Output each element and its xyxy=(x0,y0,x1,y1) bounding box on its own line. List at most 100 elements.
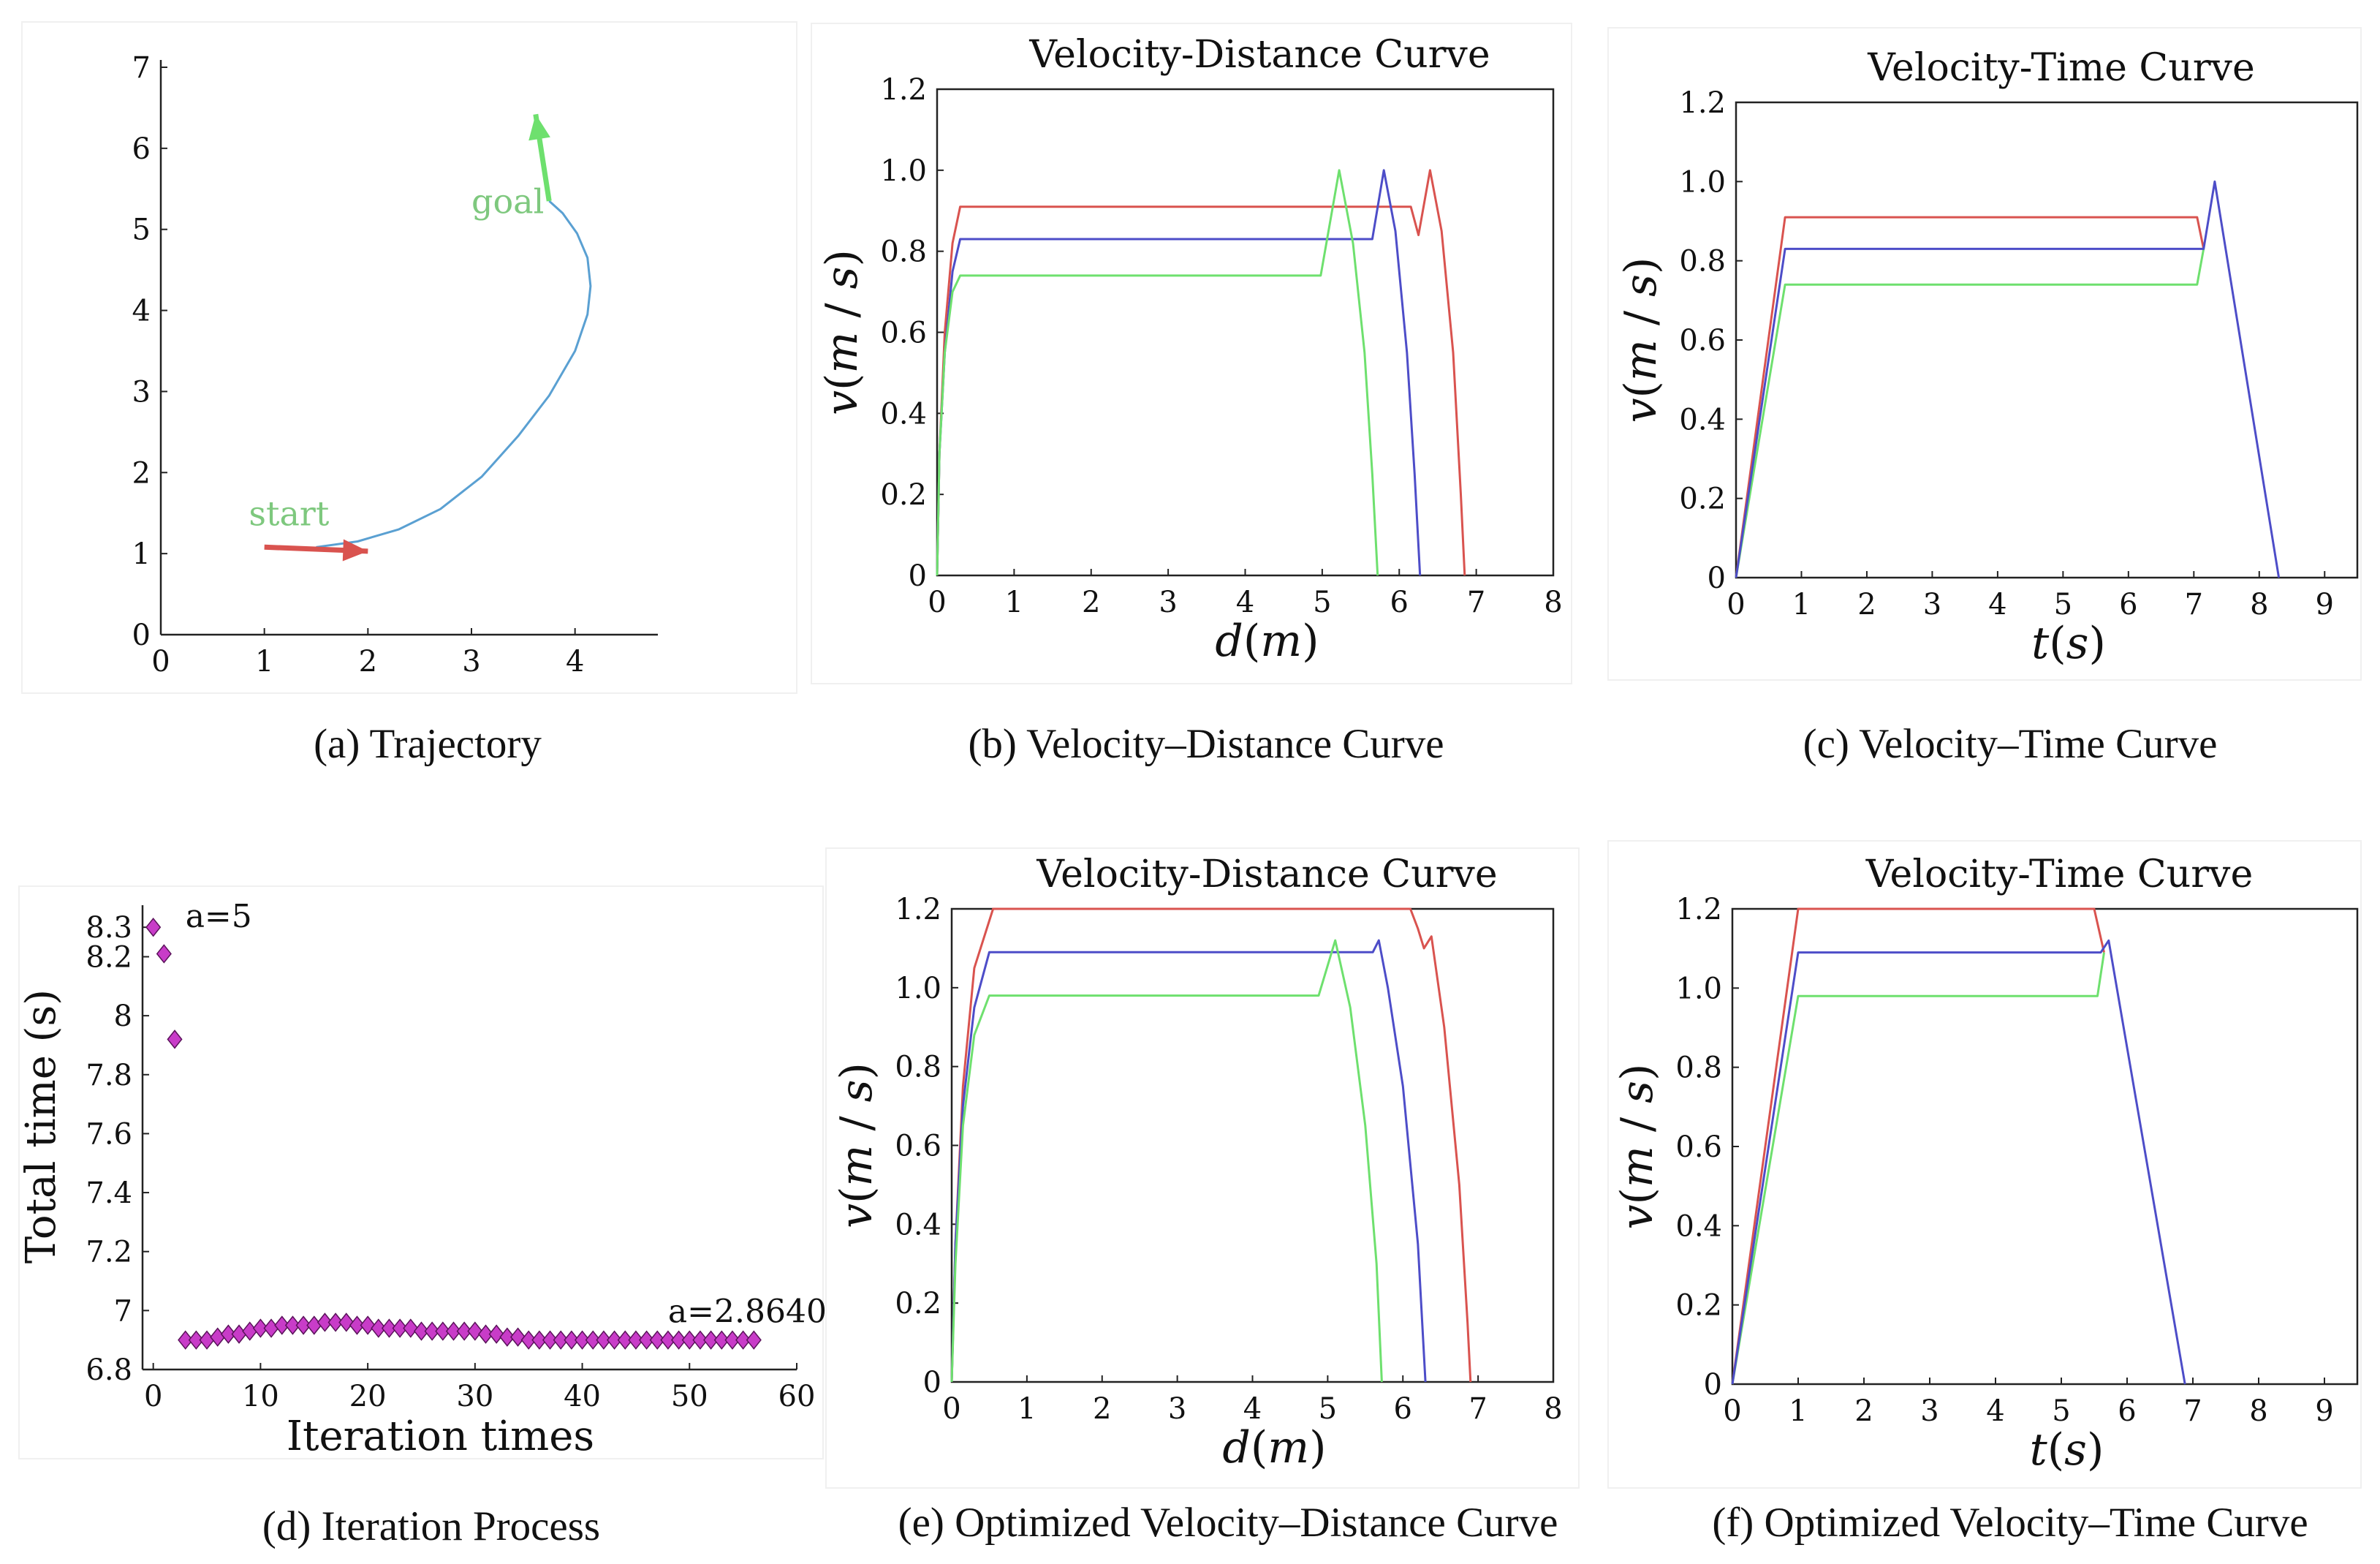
x-tick-label-c: 2 xyxy=(1857,588,1876,622)
x-tick-label-e: 4 xyxy=(1243,1392,1262,1426)
caption-e: (e) Optimized Velocity–Distance Curve xyxy=(898,1500,1558,1546)
x-tick-label-f: 8 xyxy=(2249,1394,2267,1428)
caption-f: (f) Optimized Velocity–Time Curve xyxy=(1712,1500,2308,1546)
chart-title-c: Velocity-Time Curve xyxy=(1867,46,2254,90)
y-axis-label-b-text: v(m / s) xyxy=(816,249,868,415)
y-tick-label-a: 6 xyxy=(132,132,151,166)
y-tick-label-b: 1.0 xyxy=(880,154,927,188)
data-point-d xyxy=(178,1330,194,1350)
data-point-d xyxy=(617,1330,633,1350)
data-point-d xyxy=(596,1330,612,1350)
y-tick-label-a: 4 xyxy=(132,295,151,328)
data-point-d xyxy=(381,1318,398,1338)
y-tick-label-a: 1 xyxy=(132,537,151,571)
series-green-e xyxy=(950,939,1383,1383)
x-tick-label-c: 0 xyxy=(1727,588,1745,622)
x-tick-label-b: 5 xyxy=(1313,586,1331,619)
y-tick-label-d: 8 xyxy=(114,1000,132,1033)
y-tick-label-b: 0 xyxy=(909,559,927,593)
y-tick-label-e: 1.0 xyxy=(895,972,941,1005)
y-axis-label-text-d: Total time (s) xyxy=(18,989,65,1263)
data-point-d xyxy=(564,1330,580,1350)
x-tick-label-f: 3 xyxy=(1920,1394,1939,1428)
x-tick-label-e: 7 xyxy=(1468,1392,1487,1426)
data-point-d xyxy=(628,1330,644,1350)
x-tick-label-e: 3 xyxy=(1168,1392,1186,1426)
data-point-d xyxy=(295,1315,311,1335)
data-point-d xyxy=(542,1330,558,1350)
data-point-d xyxy=(349,1315,365,1335)
x-tick-label-a: 1 xyxy=(255,645,273,679)
panel-bg-c xyxy=(1607,27,2362,681)
y-tick-label-e: 0.6 xyxy=(895,1130,941,1163)
data-point-d xyxy=(403,1318,419,1338)
y-tick-label-c: 0.8 xyxy=(1679,245,1726,279)
y-tick-label-d: 7 xyxy=(114,1294,132,1328)
x-tick-label-c: 1 xyxy=(1792,588,1811,622)
y-tick-label-e: 0.2 xyxy=(895,1287,941,1321)
y-axis-label-b: v(m / s) xyxy=(816,249,868,415)
chart-b: 0 1 2 3 4 5 6 7 8 0 0.2 0.4 0.6 0.8 1.0 1.2 Velocity-Dis… xyxy=(811,23,1572,684)
data-point-d xyxy=(252,1318,268,1338)
data-point-d xyxy=(445,1321,462,1341)
x-axis-label-b-text: d(m) xyxy=(1215,616,1319,667)
x-tick-label-b: 1 xyxy=(1005,586,1023,619)
data-point-d xyxy=(392,1318,408,1338)
series-green-c xyxy=(1735,249,2205,578)
y-tick-label-c: 1.2 xyxy=(1679,86,1726,120)
x-tick-label-e: 1 xyxy=(1017,1392,1036,1426)
x-tick-label-f: 9 xyxy=(2315,1394,2333,1428)
x-tick-label-c: 5 xyxy=(2054,588,2072,622)
x-tick-label-d: 20 xyxy=(349,1380,387,1413)
data-point-d xyxy=(660,1330,676,1350)
y-tick-label-e: 1.2 xyxy=(895,893,941,926)
data-point-d xyxy=(477,1324,494,1344)
x-tick-label-f: 2 xyxy=(1854,1394,1873,1428)
panel-bg-a xyxy=(21,21,797,694)
y-tick-label-c: 0.6 xyxy=(1679,324,1726,358)
data-point-d xyxy=(520,1330,537,1350)
x-tick-label-d: 30 xyxy=(456,1380,493,1413)
data-point-d xyxy=(607,1330,623,1350)
chart-e: 0 1 2 3 4 5 6 7 8 0 0.2 0.4 0.6 0.8 1.0 1.2 Velocity-Dis… xyxy=(825,847,1580,1489)
x-tick-label-f: 4 xyxy=(1986,1394,2004,1428)
y-tick-label-f: 0.8 xyxy=(1675,1051,1722,1085)
x-axis-label-c: t(s) xyxy=(2031,618,2106,669)
data-point-d xyxy=(413,1321,430,1341)
data-point-d xyxy=(671,1330,687,1350)
y-tick-label-a: 3 xyxy=(132,375,151,409)
data-point-d xyxy=(585,1330,601,1350)
x-tick-label-b: 0 xyxy=(928,586,946,619)
x-tick-label-e: 6 xyxy=(1394,1392,1412,1426)
x-tick-label-b: 3 xyxy=(1159,586,1177,619)
x-tick-label-c: 6 xyxy=(2119,588,2137,622)
x-axis-label-f: t(s) xyxy=(2030,1424,2104,1476)
data-point-d xyxy=(156,944,172,964)
data-point-d xyxy=(703,1330,719,1350)
annotation-d-0: a=5 xyxy=(186,898,252,935)
data-point-d xyxy=(456,1321,472,1341)
x-axis-label-e: d(m) xyxy=(1222,1422,1326,1473)
x-tick-label-c: 3 xyxy=(1923,588,1941,622)
series-blue-f xyxy=(1731,939,2186,1385)
annotation-a-1: goal xyxy=(471,182,544,222)
data-point-d xyxy=(488,1324,504,1344)
chart-f: 0 1 2 3 4 5 6 7 8 9 0 0.2 0.4 0.6 0.8 1.0 1.2 Velocity-Ti… xyxy=(1607,840,2362,1489)
data-point-d xyxy=(649,1330,665,1350)
start-arrow-head xyxy=(342,539,368,562)
x-tick-label-a: 4 xyxy=(566,645,584,679)
x-tick-label-f: 7 xyxy=(2183,1394,2202,1428)
series-green-b xyxy=(936,169,1379,576)
x-tick-label-f: 5 xyxy=(2052,1394,2070,1428)
x-tick-label-b: 4 xyxy=(1236,586,1254,619)
y-tick-label-c: 0.2 xyxy=(1679,483,1726,516)
x-tick-label-e: 2 xyxy=(1093,1392,1111,1426)
x-tick-label-b: 2 xyxy=(1082,586,1100,619)
caption-b: (b) Velocity–Distance Curve xyxy=(968,721,1444,767)
y-tick-label-f: 0.4 xyxy=(1675,1209,1722,1243)
y-tick-label-e: 0.4 xyxy=(895,1208,941,1242)
y-tick-label-f: 0.6 xyxy=(1675,1130,1722,1164)
y-axis-label-c-text: v(m / s) xyxy=(1615,257,1667,423)
x-axis-label-f-text: t(s) xyxy=(2030,1424,2104,1476)
series-red-f xyxy=(1731,907,2105,1385)
